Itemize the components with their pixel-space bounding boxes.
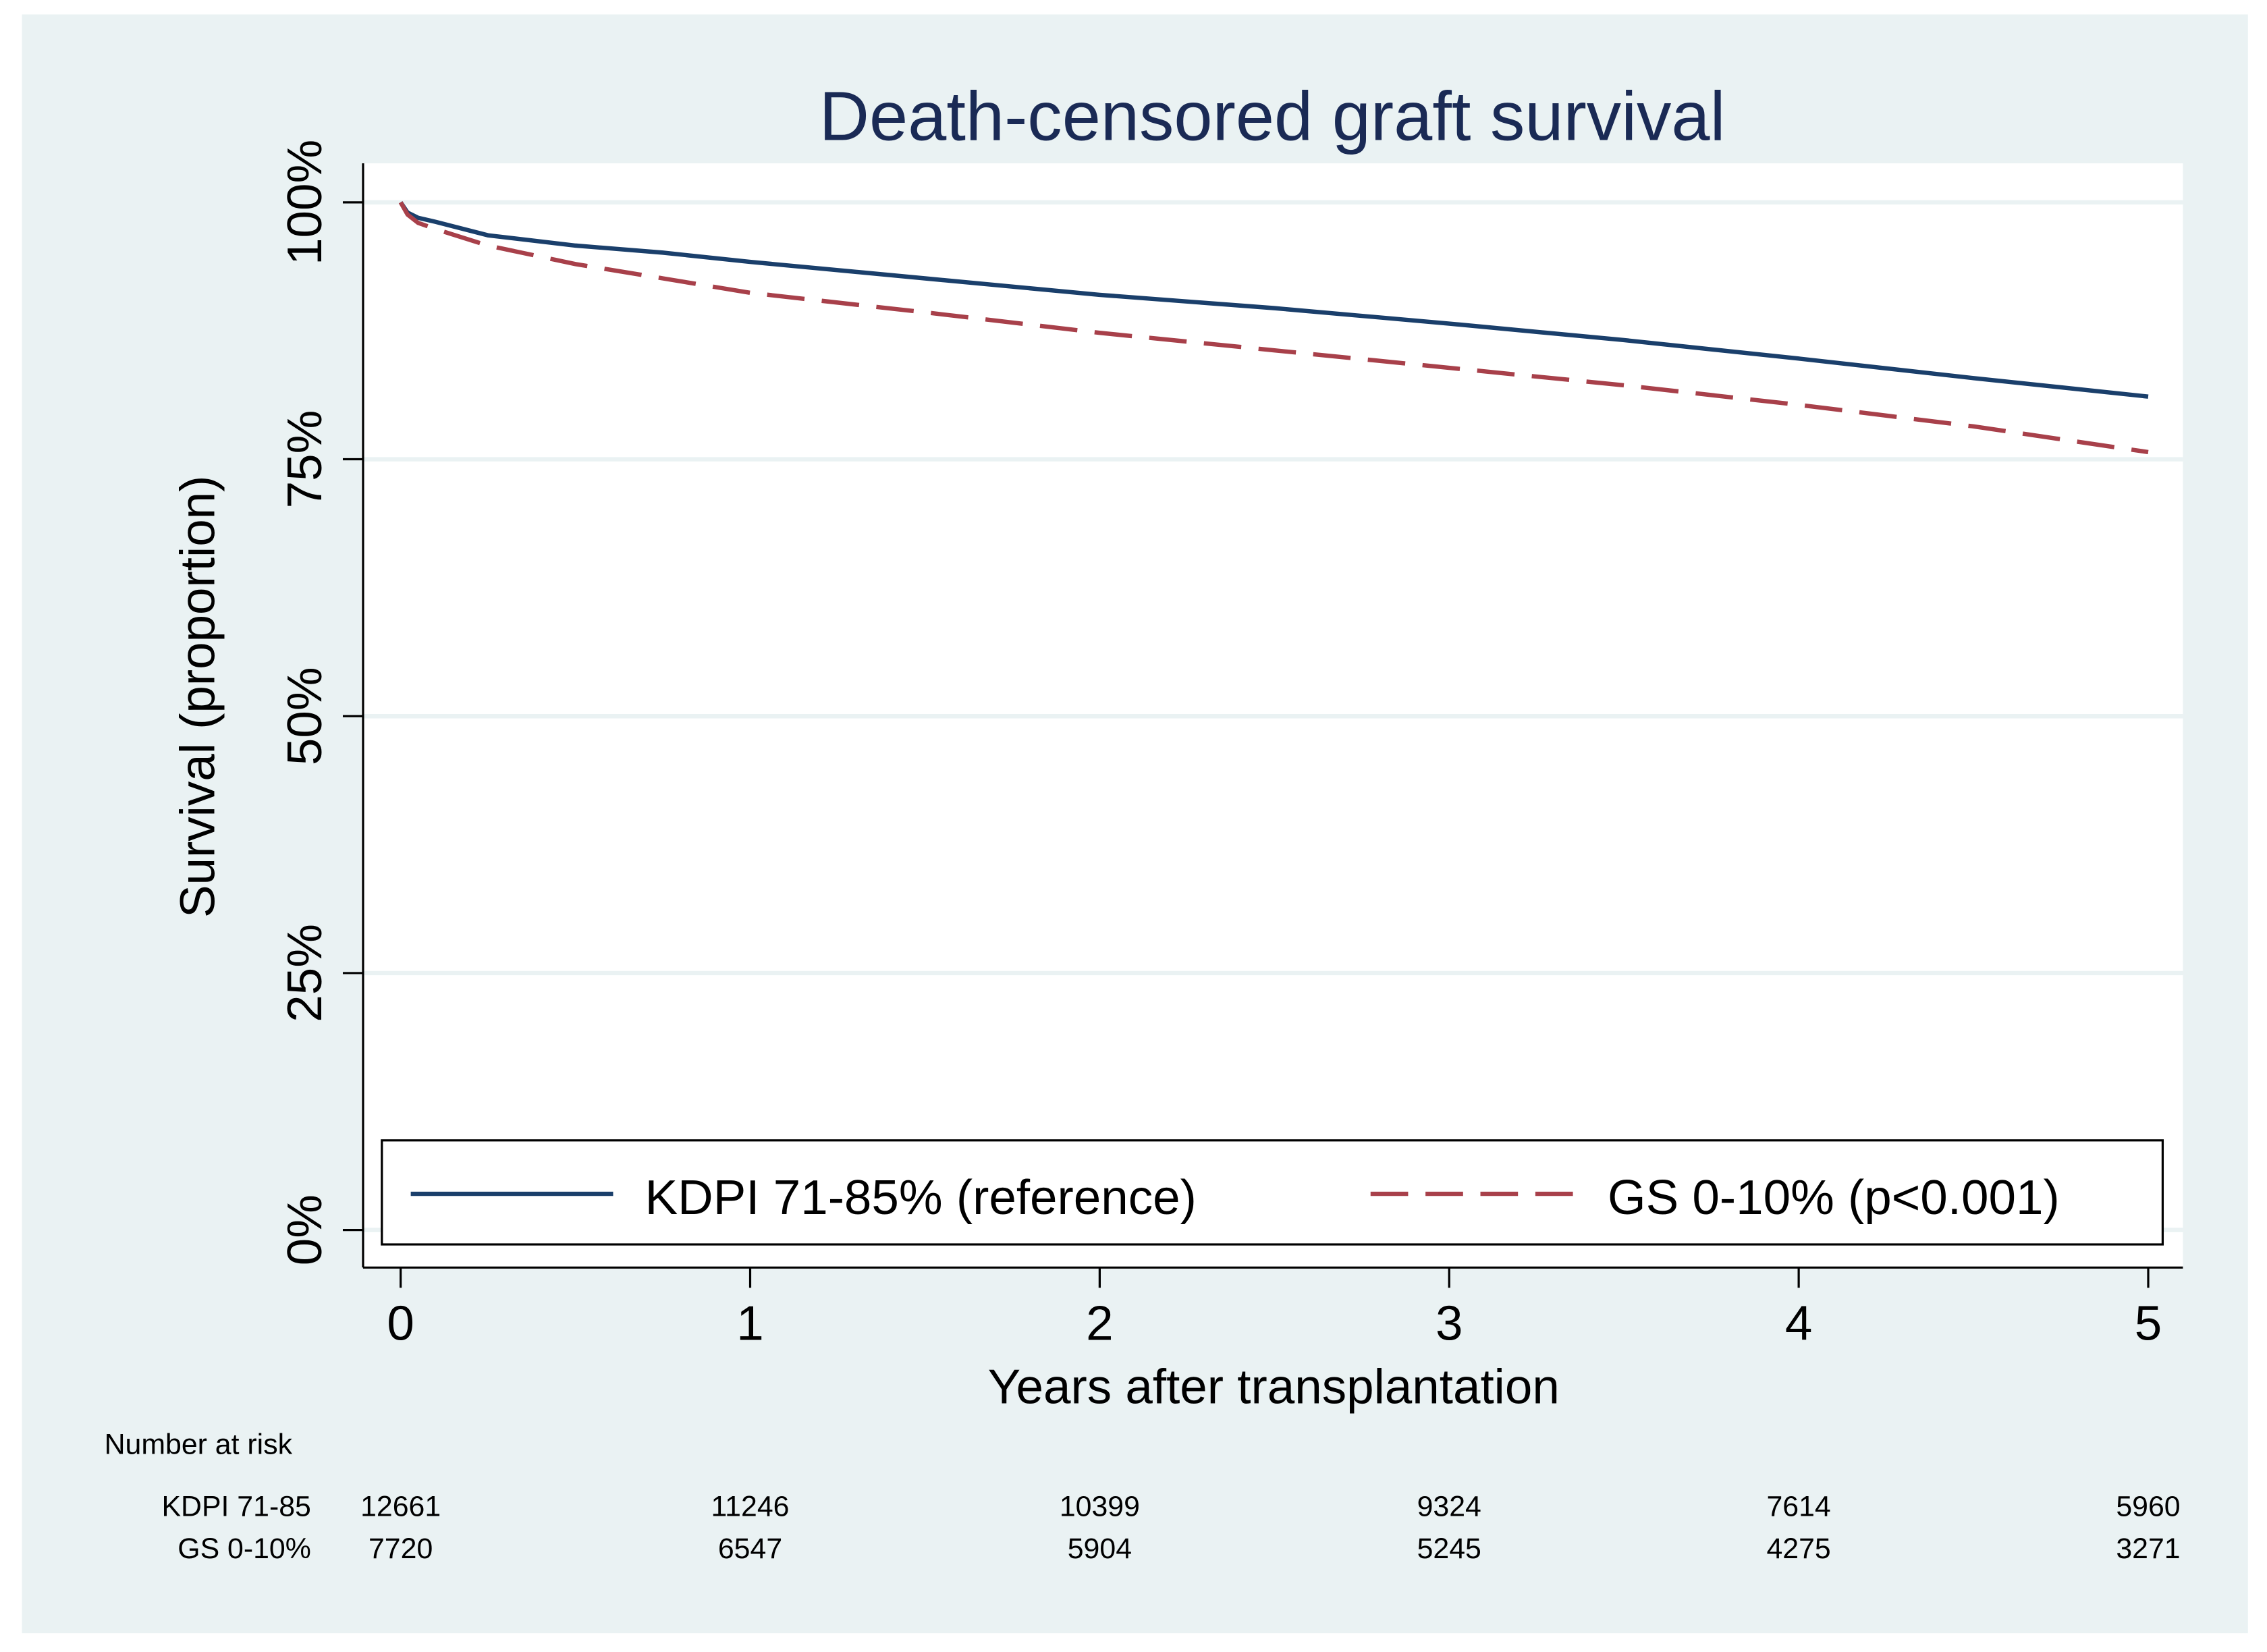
risk-value: 5960 xyxy=(2116,1491,2180,1523)
series-line-gs xyxy=(398,201,2149,455)
risk-value: 6547 xyxy=(718,1533,782,1565)
x-tick-label: 2 xyxy=(1086,1296,1114,1350)
risk-value: 10399 xyxy=(1060,1491,1140,1523)
x-tick-label: 1 xyxy=(736,1296,764,1350)
risk-table: Number at risk KDPI 71-85 GS 0-10% 12661… xyxy=(105,1429,2181,1565)
series-line-kdpi xyxy=(398,201,2149,399)
risk-value: 4275 xyxy=(1766,1533,1830,1565)
x-tick-label: 0 xyxy=(387,1296,414,1350)
risk-value: 12661 xyxy=(360,1491,441,1523)
chart-title: Death-censored graft survival xyxy=(819,78,1726,155)
risk-value: 5904 xyxy=(1068,1533,1132,1565)
risk-row-label-gs: GS 0-10% xyxy=(177,1533,311,1565)
risk-value: 7614 xyxy=(1766,1491,1830,1523)
legend: KDPI 71-85% (reference) GS 0-10% (p<0.00… xyxy=(381,1139,2164,1246)
y-tick-label: 25% xyxy=(277,924,332,1022)
risk-table-title: Number at risk xyxy=(105,1429,293,1461)
y-tick-label: 50% xyxy=(277,667,332,765)
series-lines xyxy=(398,201,2149,455)
x-tick-label: 5 xyxy=(2135,1296,2162,1350)
legend-label-gs: GS 0-10% (p<0.001) xyxy=(1608,1170,2060,1225)
risk-row-label-kdpi: KDPI 71-85 xyxy=(161,1491,310,1523)
risk-value: 9324 xyxy=(1417,1491,1481,1523)
legend-box xyxy=(381,1139,2164,1246)
x-ticks: 0 1 2 3 4 5 xyxy=(387,1267,2162,1350)
x-tick-label: 4 xyxy=(1785,1296,1813,1350)
y-tick-label: 75% xyxy=(277,410,332,509)
legend-label-kdpi: KDPI 71-85% (reference) xyxy=(645,1170,1197,1225)
risk-value: 11246 xyxy=(711,1491,790,1523)
risk-value: 3271 xyxy=(2116,1533,2180,1565)
risk-value: 5245 xyxy=(1417,1533,1481,1565)
y-tick-label: 100% xyxy=(277,140,332,265)
y-tick-label: 0% xyxy=(277,1194,332,1265)
y-ticks: 0% 25% 50% 75% 100% xyxy=(277,140,363,1265)
risk-value: 7720 xyxy=(368,1533,433,1565)
x-tick-label: 3 xyxy=(1436,1296,1463,1350)
y-axis-label: Survival (proportion) xyxy=(170,476,225,918)
x-axis-label: Years after transplantation xyxy=(988,1360,1560,1414)
